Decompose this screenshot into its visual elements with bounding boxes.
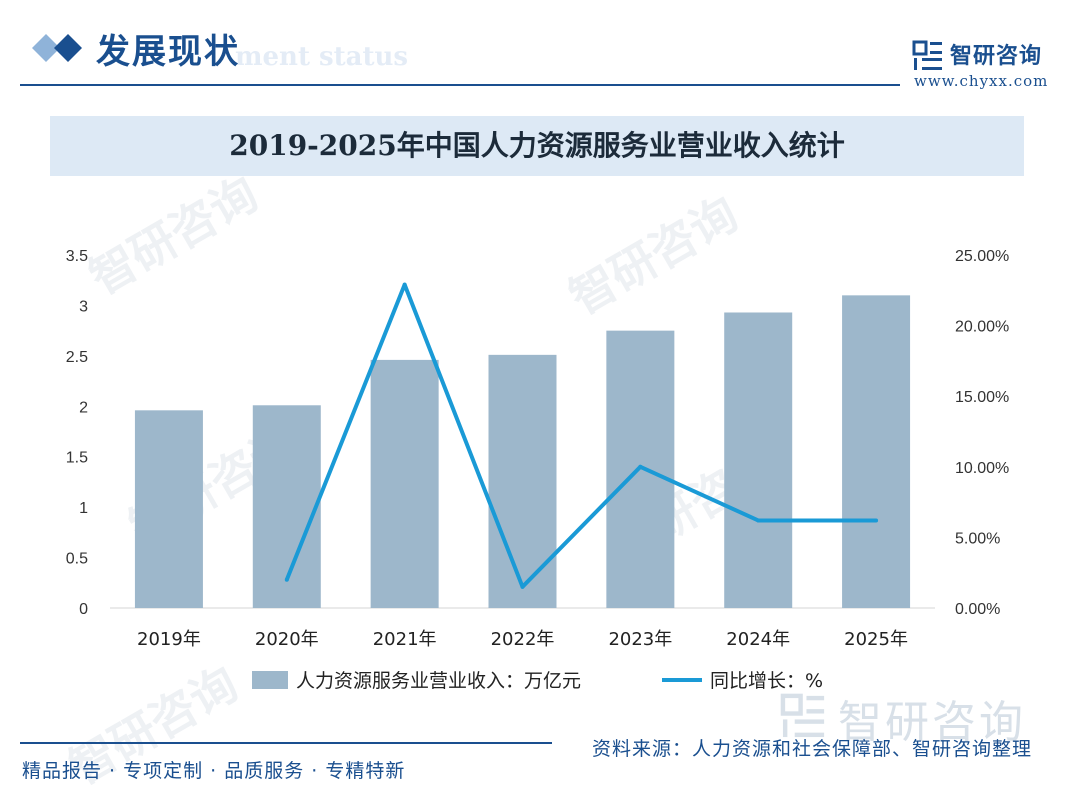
section-subtitle: ment status [235,42,409,72]
growth-point [520,584,525,589]
x-tick-label: 2021年 [373,629,437,650]
y-left-tick-label: 0.5 [66,551,88,568]
brand-name: 智研咨询 [950,44,1043,69]
footer-divider [20,742,552,744]
chart-title: 2019-2025年中国人力资源服务业营业收入统计 [229,129,845,162]
bar [370,359,439,608]
y-left-tick-label: 3.5 [66,248,88,265]
revenue-chart: 0 0.5 1 1.5 2 2.5 3 3.5 0.00% 5.00% 10.00% 15.00% 20… [66,248,1010,692]
legend-bar-label: 人力资源服务业营业收入：万亿元 [296,670,581,692]
y-right-tick-label: 0.00% [955,601,1000,618]
y-left-tick-label: 3 [79,298,88,315]
y-left-tick-label: 1 [79,500,88,517]
brand-logo: 智研咨询 www.chyxx.com [912,38,1072,92]
x-tick-label: 2025年 [844,629,908,650]
growth-line [284,282,877,589]
y-right-tick-label: 5.00% [955,530,1000,547]
bar [842,295,911,608]
footer-brand-logo: 智研咨询 [780,690,1060,748]
y-right-tick-label: 20.00% [955,319,1009,336]
x-tick-label: 2024年 [726,629,790,650]
growth-point [756,518,761,523]
y-left-tick-label: 2 [79,399,88,416]
growth-point [874,518,879,523]
growth-point [402,282,407,287]
growth-point [284,577,289,582]
growth-point [638,464,643,469]
page-header: ment status 发展现状 智研咨询 www.chyxx.com [0,0,1080,90]
x-tick-label: 2020年 [255,629,319,650]
footer-slogan: 精品报告 · 专项定制 · 品质服务 · 专精特新 [22,760,406,782]
chart-title-banner: 2019-2025年中国人力资源服务业营业收入统计 [50,116,1024,176]
section-title: 发展现状 [96,32,240,72]
y-left-tick-label: 2.5 [66,349,88,366]
y-left-tick-label: 0 [79,601,88,618]
brand-url: www.chyxx.com [914,72,1049,90]
data-source: 资料来源：人力资源和社会保障部、智研咨询整理 [592,738,1033,760]
header-divider [20,84,900,86]
x-tick-label: 2019年 [137,629,201,650]
brand-mark-icon [912,40,942,70]
brand-mark-icon [780,693,825,738]
x-tick-label: 2022年 [491,629,555,650]
bar [134,410,203,608]
bar [488,354,557,608]
y-right-tick-label: 15.00% [955,389,1009,406]
y-right-tick-label: 10.00% [955,460,1009,477]
bar [252,405,321,608]
y-left-tick-label: 1.5 [66,450,88,467]
bar [724,312,793,608]
footer-brand-name: 智研咨询 [838,697,1026,748]
double-diamond-icon [32,34,82,62]
legend-bar-swatch [252,671,288,689]
legend-line-label: 同比增长：% [710,670,823,692]
x-tick-label: 2023年 [608,629,672,650]
y-right-tick-label: 25.00% [955,248,1009,265]
